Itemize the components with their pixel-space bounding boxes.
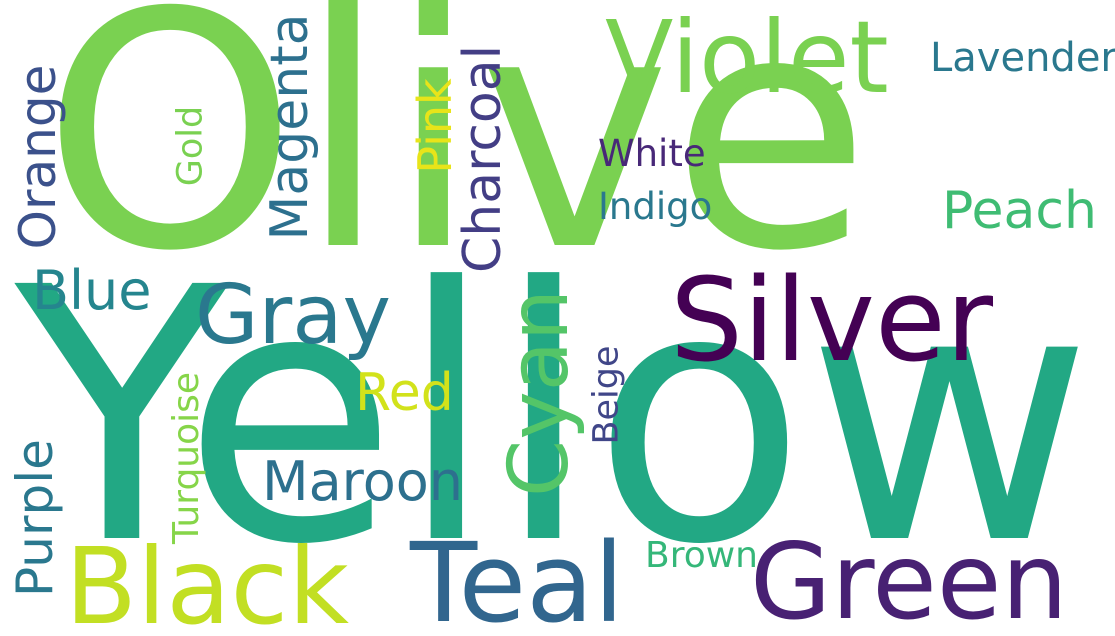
- word-white: White: [598, 132, 706, 175]
- word-silver: Silver: [670, 254, 993, 388]
- word-pink: Pink: [408, 78, 462, 174]
- word-olive: Olive: [42, 0, 871, 322]
- word-orange: Orange: [9, 64, 67, 250]
- word-green: Green: [750, 521, 1068, 636]
- word-gray: Gray: [195, 268, 392, 363]
- word-magenta: Magenta: [260, 13, 320, 241]
- word-black: Black: [65, 526, 350, 636]
- word-gold: Gold: [170, 105, 211, 187]
- word-brown: Brown: [645, 535, 758, 576]
- word-cyan: Cyan: [492, 288, 587, 498]
- word-peach: Peach: [942, 181, 1097, 241]
- word-red: Red: [355, 363, 454, 423]
- word-blue: Blue: [32, 259, 152, 322]
- word-maroon: Maroon: [262, 450, 463, 513]
- word-purple: Purple: [6, 439, 64, 597]
- word-charcoal: Charcoal: [453, 44, 513, 274]
- word-yellow: Yellow: [15, 213, 1093, 621]
- word-beige: Beige: [586, 345, 627, 445]
- word-violet: Violet: [605, 0, 889, 116]
- word-lavender: Lavender: [930, 35, 1115, 81]
- word-turquoise: Turquoise: [166, 371, 207, 545]
- word-indigo: Indigo: [598, 185, 713, 228]
- word-teal: Teal: [410, 519, 625, 636]
